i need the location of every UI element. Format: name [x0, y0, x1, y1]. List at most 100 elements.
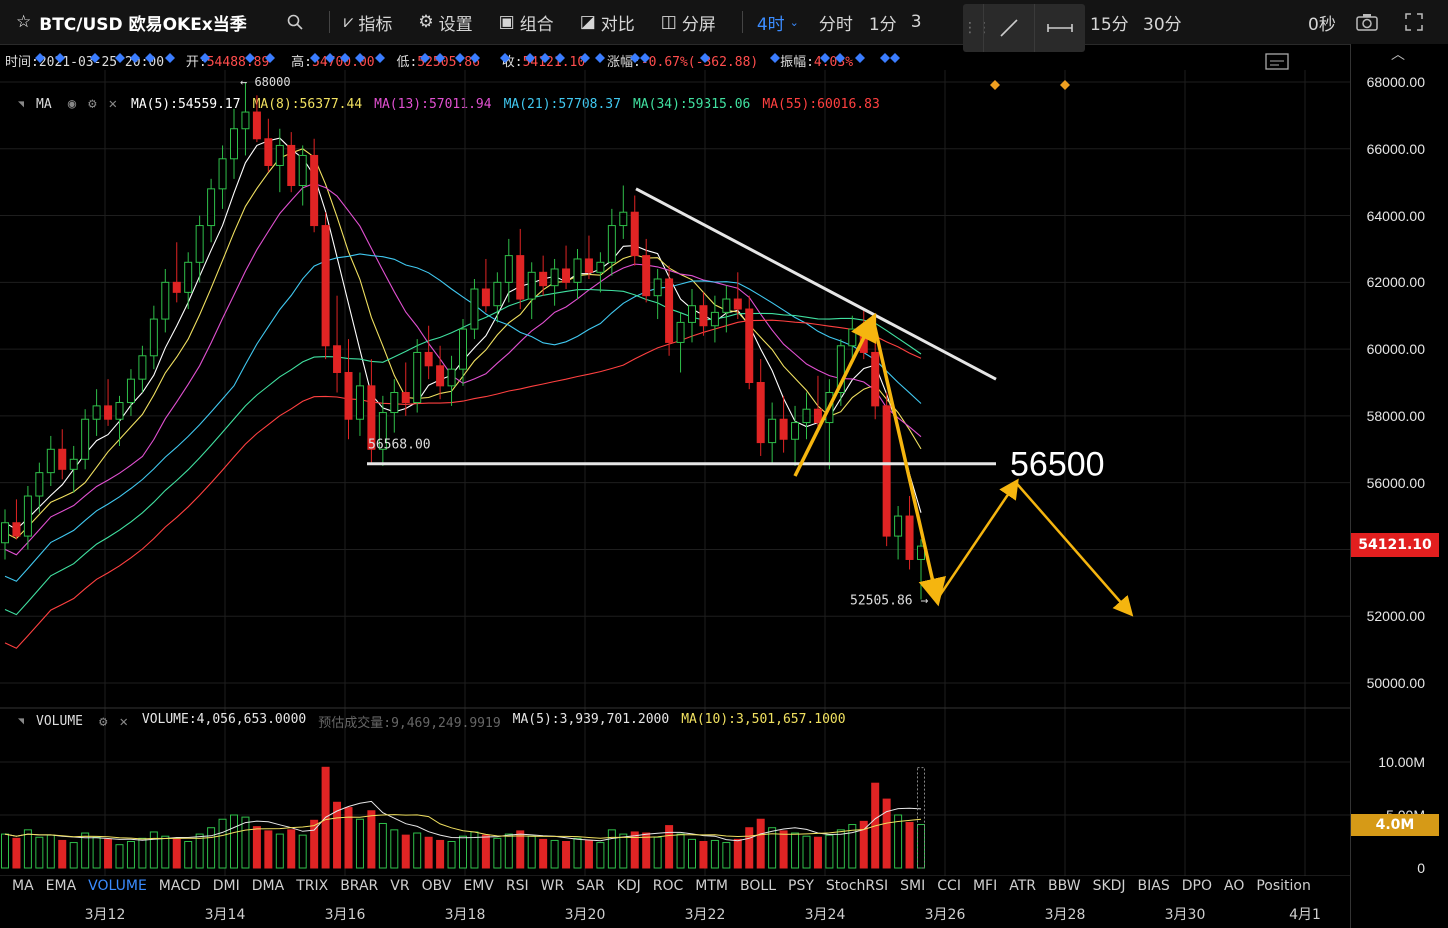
tab-bias[interactable]: BIAS [1137, 878, 1170, 894]
tab-rsi[interactable]: RSI [505, 878, 529, 894]
tab-dmi[interactable]: DMI [212, 878, 240, 894]
volume-bar [126, 841, 135, 869]
tab-cci[interactable]: CCI [937, 878, 961, 894]
interval-4h[interactable]: 4时 ⌄ [756, 14, 799, 35]
tab-ma[interactable]: MA [12, 878, 34, 894]
candle [550, 268, 559, 287]
volume-bar [676, 833, 685, 869]
interval-3m[interactable]: 3 [910, 12, 922, 32]
tab-dma[interactable]: DMA [251, 878, 285, 894]
tab-ao[interactable]: AO [1224, 878, 1245, 894]
candle [745, 308, 754, 383]
event-marker [500, 53, 510, 63]
tab-brar[interactable]: BRAR [340, 878, 379, 894]
tab-psy[interactable]: PSY [788, 878, 814, 894]
tab-macd[interactable]: MACD [158, 878, 201, 894]
layout-icon[interactable] [1265, 52, 1289, 74]
candle [149, 318, 158, 357]
volume-bar [607, 829, 616, 869]
chevron-up-icon[interactable]: ︿ [1391, 47, 1405, 63]
high-marker-label: ← 68000 [240, 75, 291, 89]
interval-15m[interactable]: 15分 [1090, 14, 1129, 35]
tab-trix[interactable]: TRIX [296, 878, 329, 894]
volume-bar [562, 841, 571, 869]
tab-atr[interactable]: ATR [1009, 878, 1036, 894]
tab-vr[interactable]: VR [390, 878, 410, 894]
event-marker-future [990, 80, 1000, 90]
horizontal-line-icon [1047, 24, 1073, 32]
volume-bar [459, 835, 467, 869]
tab-mfi[interactable]: MFI [972, 878, 998, 894]
event-marker [375, 53, 385, 63]
star-icon[interactable]: ☆ [16, 12, 32, 32]
candle [481, 288, 490, 307]
interval-1m[interactable]: 1分 [868, 14, 897, 35]
symbol-selector[interactable]: ☆ BTC/USD 欧易OKEx当季 [16, 10, 247, 35]
compare-button[interactable]: ◪ 对比 [579, 12, 635, 35]
tab-volume[interactable]: VOLUME [88, 878, 147, 894]
tab-boll[interactable]: BOLL [740, 878, 776, 894]
volume-bar [493, 837, 502, 869]
tab-mtm[interactable]: MTM [695, 878, 729, 894]
candle [367, 385, 376, 450]
ma-legend-item-0: MA(5):54559.17 [131, 96, 241, 112]
event-marker [700, 53, 710, 63]
tab-emv[interactable]: EMV [463, 878, 494, 894]
close-icon[interactable]: ✕ [119, 713, 128, 730]
price-tick-label: 60000.00 [1366, 341, 1425, 358]
fullscreen-button[interactable] [1404, 12, 1424, 32]
price-chart[interactable]: ← 68000 56568.00 56500 52505.86 → [0, 44, 1350, 876]
trendline-tool-button[interactable] [983, 4, 1034, 52]
volume-bar [275, 833, 284, 869]
settings-button[interactable]: ⚙ 设置 [418, 12, 473, 35]
tab-roc[interactable]: ROC [652, 878, 684, 894]
candle [12, 522, 21, 537]
tab-position[interactable]: Position [1256, 878, 1311, 894]
search-button[interactable] [287, 14, 303, 30]
volume-bar [149, 831, 158, 869]
indicator-button[interactable]: ⩗ 指标 [343, 12, 393, 35]
tab-obv[interactable]: OBV [421, 878, 452, 894]
combo-button[interactable]: ▣ 组合 [498, 12, 554, 35]
collapse-icon[interactable]: ◥ [18, 716, 25, 727]
interval-timeshare[interactable]: 分时 [818, 14, 853, 35]
interval-30m[interactable]: 30分 [1143, 14, 1182, 35]
volume-bar [287, 829, 296, 869]
volume-bar [413, 832, 422, 869]
tab-skdj[interactable]: SKDJ [1092, 878, 1126, 894]
tab-kdj[interactable]: KDJ [616, 878, 641, 894]
tab-smi[interactable]: SMI [900, 878, 926, 894]
split-screen-button[interactable]: ◫ 分屏 [660, 12, 716, 35]
collapse-icon[interactable]: ◥ [18, 98, 25, 110]
candle [493, 281, 502, 307]
indicator-icon: ⩗ [343, 12, 354, 32]
gear-icon[interactable]: ⚙ [88, 96, 97, 112]
tab-dpo[interactable]: DPO [1181, 878, 1212, 894]
volume-bar [791, 832, 800, 869]
event-marker [265, 53, 275, 63]
close-icon[interactable]: ✕ [108, 96, 117, 112]
price-tick-label: 68000.00 [1366, 74, 1425, 90]
tab-stochrsi[interactable]: StochRSI [825, 878, 889, 894]
tab-wr[interactable]: WR [540, 878, 565, 894]
volume-bar [218, 818, 227, 869]
eye-icon[interactable]: ◉ [67, 96, 77, 112]
tab-ema[interactable]: EMA [45, 878, 77, 894]
candle [768, 418, 777, 444]
volume-bar [630, 831, 639, 869]
indicator-tabs: MA EMA VOLUME MACD DMI DMA TRIX BRAR VR OBV EMV RSI… [0, 876, 1350, 896]
candle [596, 261, 605, 273]
camera-button[interactable] [1356, 13, 1378, 31]
price-axis[interactable]: ︿ 68000.00 66000.00 64000.00 62000.00 60000.… [1265, 44, 1448, 928]
tab-sar[interactable]: SAR [576, 878, 605, 894]
drag-handle-icon[interactable]: ⋮⋮ [963, 20, 991, 36]
gear-icon[interactable]: ⚙ [99, 713, 108, 730]
volume-bar [825, 834, 834, 869]
tab-bbw[interactable]: BBW [1048, 878, 1081, 894]
volume-bar [539, 838, 548, 869]
volume-bar [710, 839, 719, 869]
volume-bar [504, 833, 513, 869]
event-marker [640, 53, 650, 63]
horizontal-line-tool-button[interactable] [1034, 4, 1085, 52]
candle [218, 158, 227, 190]
